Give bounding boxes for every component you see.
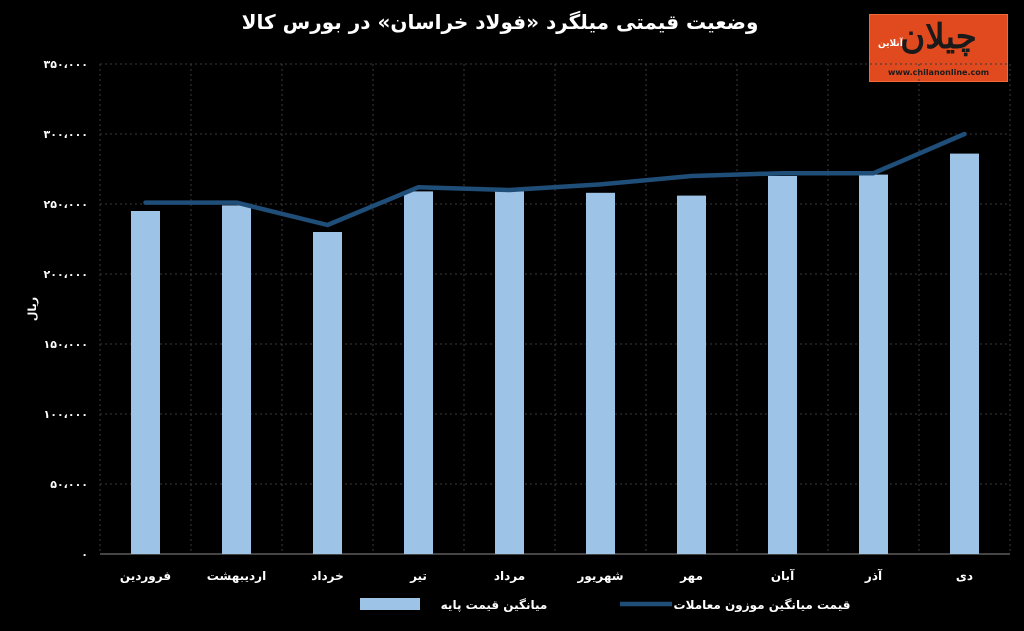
y-tick-label: ۲۰۰،۰۰۰ <box>44 268 88 281</box>
grid-layer <box>99 63 1011 555</box>
x-tick-label: خرداد <box>311 569 344 583</box>
bar <box>950 153 979 554</box>
legend: میانگین قیمت پایه قیمت میانگین موزون معام… <box>360 598 850 613</box>
x-tick-label: دی <box>956 569 973 583</box>
x-tick-label: آذر <box>864 568 883 583</box>
y-axis-label: ریال <box>26 297 39 321</box>
chart-title: وضعیت قیمتی میلگرد «فولاد خراسان» در بور… <box>241 10 759 34</box>
y-tick-label: ۱۵۰،۰۰۰ <box>44 338 88 351</box>
bar <box>313 232 342 554</box>
bar <box>859 174 888 554</box>
logo-subtitle: آنلاین <box>878 39 903 49</box>
line-layer <box>143 131 967 228</box>
bar-layer <box>131 153 979 555</box>
x-tick-label: مرداد <box>494 569 525 583</box>
series-line <box>143 131 967 228</box>
logo-url: www.chilanonline.com <box>887 68 990 77</box>
label-layer: ۰ ۵۰،۰۰۰ ۱۰۰،۰۰۰ ۱۵۰،۰۰۰ ۲۰۰،۰۰۰ ۲۵۰،۰۰۰ ۳۰۰،۰… <box>26 58 973 584</box>
bar <box>404 191 433 554</box>
x-tick-label: فروردین <box>120 569 171 584</box>
logo-wordmark: چیلان <box>900 17 977 57</box>
legend-label-bar: میانگین قیمت پایه <box>441 598 548 612</box>
y-tick-label: ۳۰۰،۰۰۰ <box>44 128 88 141</box>
bar <box>495 191 524 554</box>
y-tick-label: ۲۵۰،۰۰۰ <box>44 198 88 211</box>
x-tick-label: اردیبهشت <box>207 569 266 583</box>
x-tick-label: مهر <box>679 569 703 583</box>
y-tick-label: ۱۰۰،۰۰۰ <box>44 408 88 421</box>
legend-swatch-bar <box>360 598 420 610</box>
x-tick-label: تیر <box>409 569 427 583</box>
bar <box>677 195 706 554</box>
y-tick-label: ۳۵۰،۰۰۰ <box>44 58 88 71</box>
bar <box>222 205 251 554</box>
x-tick-label: شهریور <box>576 569 623 584</box>
chilan-logo: چیلان آنلاین www.chilanonline.com <box>869 14 1008 82</box>
y-tick-label: ۰ <box>81 548 88 561</box>
y-tick-label: ۵۰،۰۰۰ <box>50 478 88 491</box>
legend-label-line: قیمت میانگین موزون معاملات <box>674 598 851 613</box>
bar <box>131 211 160 554</box>
bar <box>586 192 615 555</box>
bar <box>768 176 797 554</box>
x-tick-label: آبان <box>771 568 795 583</box>
